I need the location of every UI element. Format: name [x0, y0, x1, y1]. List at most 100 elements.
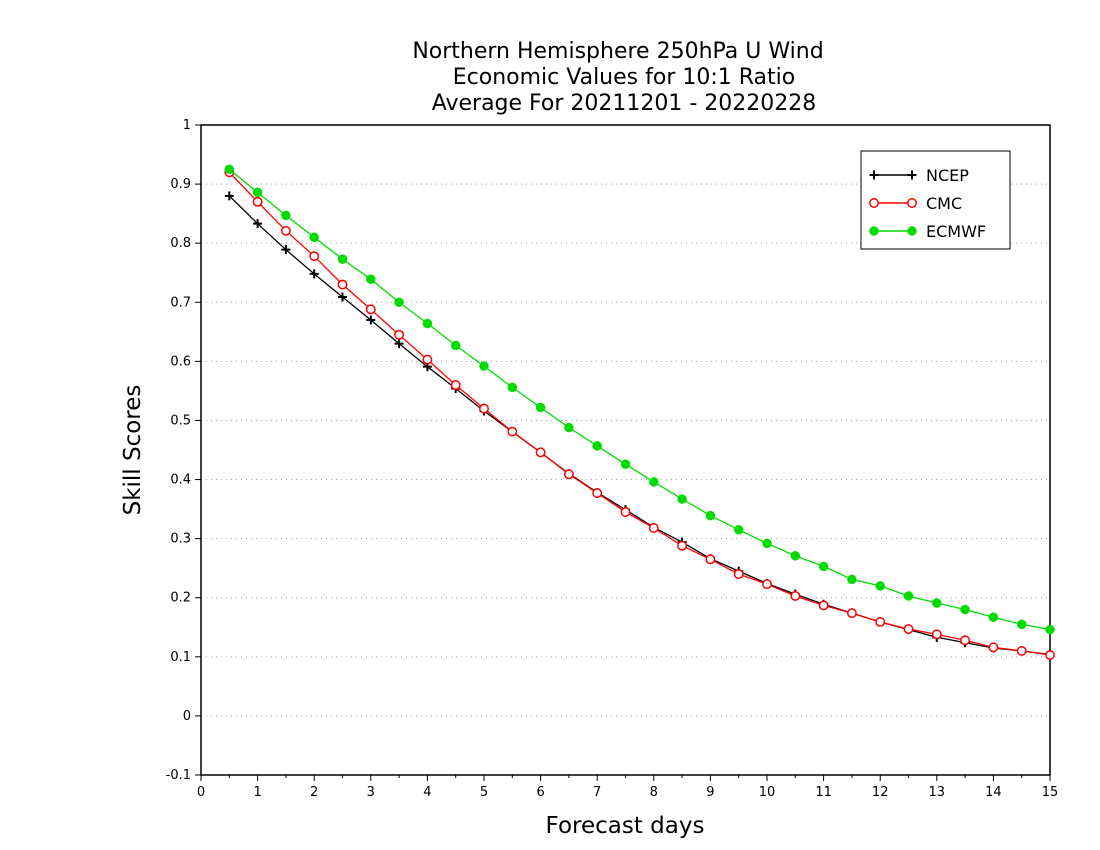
data-point	[869, 198, 879, 208]
data-point	[907, 198, 917, 208]
y-tick-label: 0.5	[170, 413, 191, 428]
legend-box	[860, 150, 1011, 250]
series-line	[228, 168, 1051, 631]
y-tick-label: 0.6	[170, 354, 191, 369]
data-point	[620, 507, 631, 517]
legend-label: NCEP	[926, 166, 969, 185]
data-point	[762, 538, 772, 549]
data-point	[988, 612, 999, 622]
data-point	[869, 170, 879, 180]
legend-label: CMC	[926, 194, 962, 213]
y-tick-label: 0.2	[170, 591, 191, 606]
data-point	[818, 561, 829, 572]
data-point	[224, 164, 235, 175]
data-point	[705, 554, 716, 565]
data-point	[564, 422, 574, 433]
data-point	[875, 581, 885, 591]
x-tick-label: 1	[253, 785, 261, 800]
legend-item-ncep: NCEP	[869, 166, 969, 185]
y-tick-label: 0.4	[170, 473, 191, 488]
data-point	[592, 488, 603, 499]
data-point	[818, 600, 829, 611]
x-tick-label: 7	[593, 785, 601, 800]
x-tick-label: 4	[423, 785, 431, 800]
data-point	[988, 642, 999, 653]
data-point	[620, 459, 631, 469]
series-line	[228, 195, 1051, 656]
data-point	[903, 591, 914, 601]
y-tick-label: 0.7	[170, 295, 191, 310]
data-point	[846, 608, 857, 619]
x-tick-label: 0	[197, 785, 205, 800]
data-point	[648, 523, 659, 533]
data-point	[847, 574, 857, 585]
data-point	[1045, 650, 1055, 660]
chart-title-line-2: Economic Values for 10:1 Ratio	[453, 65, 795, 90]
series-ecmwf	[224, 164, 1055, 635]
data-point	[394, 339, 404, 349]
x-axis-label: Forecast days	[546, 813, 705, 839]
data-point	[733, 525, 744, 535]
data-point	[337, 279, 348, 290]
data-point	[1045, 624, 1055, 635]
data-point	[309, 232, 319, 243]
data-point	[365, 304, 376, 315]
axis-ticks: -0.100.10.20.30.40.50.60.70.80.910 1 2 3 4 5 6…	[166, 118, 1059, 800]
data-point	[677, 540, 688, 551]
data-point	[309, 251, 320, 262]
y-axis-label: Skill Scores	[120, 385, 146, 516]
x-tick-label: 3	[367, 785, 375, 800]
data-point	[705, 510, 716, 521]
data-point	[479, 361, 489, 371]
data-point	[280, 225, 291, 236]
y-tick-label: 0.3	[170, 532, 191, 547]
x-tick-label: 10	[759, 785, 776, 800]
data-point	[535, 402, 546, 413]
data-point	[535, 447, 546, 458]
data-point	[790, 551, 801, 561]
data-point	[649, 477, 659, 487]
data-point	[253, 219, 263, 229]
data-point	[932, 598, 942, 608]
data-point	[960, 635, 971, 646]
data-point	[366, 274, 376, 284]
chart-title-line-3: Average For 20211201 - 20220228	[432, 91, 817, 116]
data-point	[337, 254, 348, 264]
y-tick-label: 0.8	[170, 236, 191, 251]
y-tick-label: 1	[183, 118, 191, 133]
x-tick-label: 15	[1042, 785, 1059, 800]
y-tick-label: -0.1	[166, 768, 191, 783]
x-tick-label: 12	[872, 785, 889, 800]
legend-label: ECMWF	[926, 222, 986, 241]
data-point	[281, 245, 291, 255]
data-point	[394, 297, 404, 308]
data-point	[1016, 645, 1027, 656]
data-point	[903, 624, 914, 634]
x-tick-label: 5	[480, 785, 488, 800]
x-tick-label: 9	[706, 785, 714, 800]
legend-item-ecmwf: ECMWF	[869, 222, 986, 241]
data-point	[394, 329, 405, 340]
legend-item-cmc: CMC	[869, 194, 962, 213]
data-point	[790, 591, 801, 601]
series-ncep	[224, 191, 1055, 659]
legend-items: NCEP CMC ECMWF	[869, 166, 986, 241]
data-point	[733, 569, 744, 580]
x-tick-label: 8	[650, 785, 658, 800]
x-tick-label: 13	[929, 785, 946, 800]
data-point	[224, 191, 234, 201]
data-point	[422, 354, 433, 365]
data-point	[422, 318, 433, 329]
legend: NCEP CMC ECMWF	[860, 150, 1011, 250]
data-point	[931, 629, 942, 640]
data-point	[907, 226, 917, 236]
y-tick-label: 0	[183, 709, 191, 724]
data-point	[592, 441, 602, 451]
data-point	[252, 187, 263, 198]
x-tick-label: 11	[815, 785, 832, 800]
data-point	[366, 315, 376, 325]
data-point	[450, 340, 461, 351]
data-point	[507, 382, 518, 393]
y-tick-label: 0.1	[170, 650, 191, 665]
